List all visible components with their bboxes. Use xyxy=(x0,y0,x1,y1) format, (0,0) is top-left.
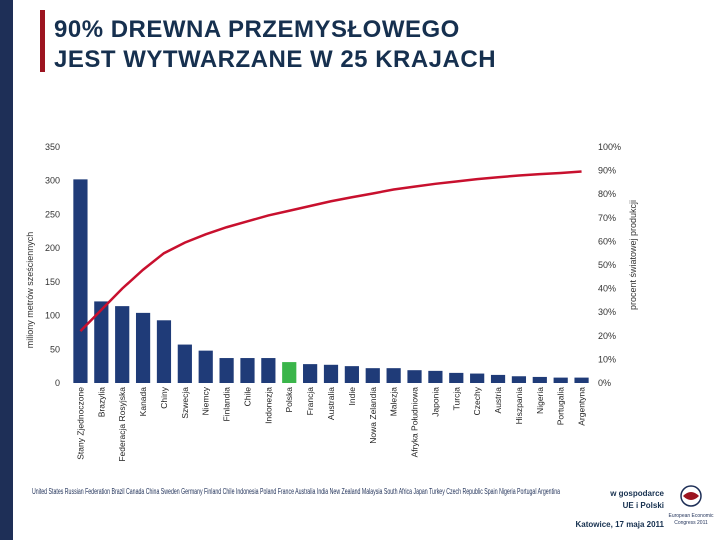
y-tick-label: 300 xyxy=(45,176,60,186)
x-tick-label: Brazylia xyxy=(96,387,106,418)
x-tick-label: Chile xyxy=(242,387,252,407)
y2-axis-label: procent światowej produkcji xyxy=(628,200,638,310)
x-tick-label: Indie xyxy=(347,387,357,406)
bar-szwecja xyxy=(177,344,192,383)
x-tick-label: Argentyna xyxy=(577,387,587,426)
y-tick-label: 350 xyxy=(45,142,60,152)
bar-portugalia xyxy=(553,377,568,383)
y-tick-label: 100 xyxy=(45,311,60,321)
y-tick-label: 50 xyxy=(50,344,60,354)
y2-tick-label: 80% xyxy=(598,189,616,199)
bar-kanada xyxy=(135,312,151,383)
footer-text: w gospodarce UE i Polski xyxy=(560,488,664,512)
x-tick-label: Nowa Zelandia xyxy=(368,387,378,444)
footer-date: Katowice, 17 maja 2011 xyxy=(575,520,665,529)
y2-tick-label: 30% xyxy=(598,307,616,317)
y-tick-label: 200 xyxy=(45,243,60,253)
y-tick-label: 250 xyxy=(45,209,60,219)
bar-nigeria xyxy=(532,376,547,383)
footer-line-1: w gospodarce xyxy=(610,489,664,498)
x-tick-label: Finlandia xyxy=(222,387,232,422)
bar-niemcy xyxy=(198,350,213,383)
x-tick-label: Afryka Południowa xyxy=(410,387,420,458)
x-tick-label: Federacja Rosyjska xyxy=(117,387,127,462)
bar-federacja-rosyjska xyxy=(115,306,130,383)
y2-tick-label: 60% xyxy=(598,236,616,246)
y2-tick-label: 90% xyxy=(598,166,616,176)
y-axis-label: miliony metrów sześciennych xyxy=(25,232,35,349)
bar-japonia xyxy=(428,370,443,383)
bar-indie xyxy=(344,366,359,383)
slide-sidebar xyxy=(0,0,13,540)
y2-tick-label: 70% xyxy=(598,213,616,223)
x-tick-label: Australia xyxy=(326,387,336,420)
y2-tick-label: 40% xyxy=(598,284,616,294)
bar-chiny xyxy=(156,320,172,383)
congress-logo-text: European Economic Congress 2011 xyxy=(668,513,714,526)
bar-stany-zjednoczone xyxy=(73,179,88,383)
y2-tick-label: 10% xyxy=(598,354,616,364)
bar-finlandia xyxy=(219,358,234,383)
y2-tick-label: 50% xyxy=(598,260,616,270)
y-tick-label: 0 xyxy=(55,378,60,388)
x-tick-label: Niemcy xyxy=(201,386,211,415)
y2-tick-label: 0% xyxy=(598,378,611,388)
congress-logo: European Economic Congress 2011 xyxy=(668,484,714,530)
title-line-2: JEST WYTWARZANE W 25 KRAJACH xyxy=(54,46,497,73)
x-tick-label: Stany Zjednoczone xyxy=(75,387,85,460)
x-tick-label: Czechy xyxy=(472,386,482,415)
cumulative-share-line xyxy=(79,170,582,332)
x-tick-label: Turcja xyxy=(451,387,461,411)
bar-malezja xyxy=(386,368,401,383)
bar-afryka-południowa xyxy=(407,370,422,383)
x-tick-label: Polska xyxy=(284,387,294,413)
x-tick-label: Nigeria xyxy=(535,387,545,414)
bar-hiszpania xyxy=(511,376,527,383)
congress-logo-icon xyxy=(680,485,702,507)
y2-tick-label: 20% xyxy=(598,331,616,341)
x-tick-label: Portugalia xyxy=(556,387,566,426)
bar-nowa-zelandia xyxy=(365,368,380,383)
y2-tick-label: 100% xyxy=(598,142,621,152)
x-tick-label: Chiny xyxy=(159,386,169,408)
footer-line-2: UE i Polski xyxy=(622,501,664,510)
bar-australia xyxy=(323,364,339,383)
slide-title: 90% DREWNA PRZEMYSŁOWEGO JEST WYTWARZANE… xyxy=(40,6,600,78)
bar-francja xyxy=(303,364,318,383)
overlay-country-labels: United States Russian Federation Brazil … xyxy=(32,487,560,496)
y-tick-label: 150 xyxy=(45,277,60,287)
bar-indonezja xyxy=(261,358,276,383)
bar-argentyna xyxy=(574,377,589,383)
x-tick-label: Japonia xyxy=(430,387,440,417)
title-accent-bar xyxy=(40,10,45,72)
x-tick-label: Francja xyxy=(305,387,315,416)
title-line-1: 90% DREWNA PRZEMYSŁOWEGO xyxy=(54,16,460,43)
bar-brazylia xyxy=(94,301,109,383)
x-tick-label: Kanada xyxy=(138,387,148,417)
x-tick-label: Austria xyxy=(493,387,503,414)
bar-austria xyxy=(490,374,506,383)
bar-czechy xyxy=(470,373,485,383)
bar-chile xyxy=(240,358,255,383)
bar-turcja xyxy=(449,372,464,383)
x-tick-label: Malezja xyxy=(389,387,399,417)
x-tick-label: Indonezja xyxy=(263,387,273,424)
x-tick-label: Szwecja xyxy=(180,387,190,419)
bar-polska xyxy=(282,362,297,383)
x-tick-label: Hiszpania xyxy=(514,387,524,425)
